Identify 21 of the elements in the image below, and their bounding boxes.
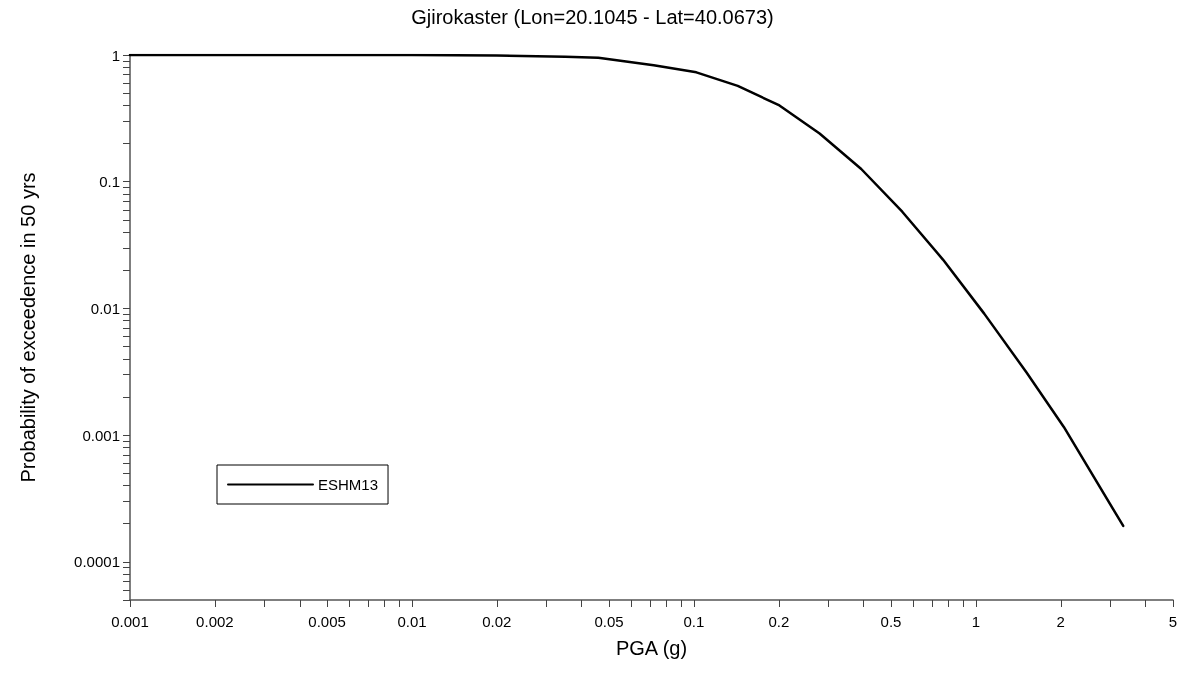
- x-tick-label: 0.005: [308, 613, 346, 630]
- chart-title: Gjirokaster (Lon=20.1045 - Lat=40.0673): [411, 6, 774, 28]
- x-tick-label: 5: [1168, 613, 1178, 630]
- x-tick-label: 0.5: [880, 613, 902, 630]
- x-tick-label: 0.02: [482, 613, 512, 630]
- x-tick-label: 0.002: [196, 613, 234, 630]
- x-tick-label: 0.001: [111, 613, 149, 630]
- x-tick-label: 2: [1056, 613, 1065, 630]
- y-tick-label: 0.001: [82, 426, 120, 444]
- x-tick-label: 0.01: [397, 613, 427, 630]
- x-tick-label: 0.1: [683, 613, 705, 630]
- y-axis-title: Probability of exceedence in 50 yrs: [17, 172, 39, 483]
- x-tick-label: 1: [971, 613, 981, 630]
- text: ESHM13: [318, 476, 379, 493]
- y-tick-label: 1: [111, 46, 120, 64]
- y-tick-label: 0.1: [99, 173, 120, 191]
- x-axis-title: PGA (g): [615, 637, 688, 659]
- x-tick-label: 0.2: [768, 613, 790, 630]
- y-tick-label: 0.0001: [74, 553, 120, 571]
- x-tick-label: 0.05: [594, 613, 624, 630]
- y-tick-label: 0.01: [90, 299, 120, 317]
